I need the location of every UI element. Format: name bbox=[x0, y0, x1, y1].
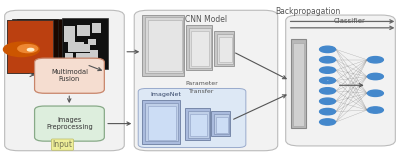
Circle shape bbox=[368, 90, 383, 96]
FancyBboxPatch shape bbox=[134, 10, 278, 151]
Circle shape bbox=[320, 108, 336, 115]
Bar bbox=[7, 20, 52, 72]
Text: Backpropagation: Backpropagation bbox=[275, 7, 340, 16]
Circle shape bbox=[320, 67, 336, 73]
Bar bbox=[190, 114, 207, 136]
FancyBboxPatch shape bbox=[138, 89, 246, 147]
Bar bbox=[80, 44, 90, 52]
Text: Parameter: Parameter bbox=[186, 81, 218, 86]
Bar bbox=[185, 108, 210, 140]
Circle shape bbox=[368, 107, 383, 113]
Bar bbox=[77, 25, 90, 36]
Circle shape bbox=[320, 88, 336, 94]
Bar bbox=[214, 31, 234, 66]
Bar bbox=[68, 42, 84, 52]
Text: Transfer: Transfer bbox=[189, 89, 215, 94]
Text: ImageNet: ImageNet bbox=[150, 92, 181, 97]
Bar bbox=[142, 100, 180, 144]
Bar bbox=[145, 103, 178, 142]
Bar bbox=[12, 19, 58, 72]
Bar bbox=[188, 111, 209, 138]
FancyBboxPatch shape bbox=[286, 15, 395, 146]
Bar bbox=[65, 53, 73, 61]
Bar bbox=[64, 26, 75, 42]
Bar bbox=[186, 25, 212, 70]
Bar bbox=[17, 19, 63, 71]
Bar bbox=[145, 17, 183, 73]
Circle shape bbox=[4, 42, 39, 57]
Bar bbox=[76, 53, 90, 65]
Circle shape bbox=[320, 57, 336, 63]
Text: ·
·
·: · · · bbox=[327, 73, 328, 88]
Text: Input: Input bbox=[52, 140, 72, 149]
Circle shape bbox=[320, 77, 336, 84]
Bar bbox=[88, 39, 96, 45]
Bar bbox=[219, 37, 232, 62]
FancyBboxPatch shape bbox=[5, 10, 124, 151]
Text: Multimodal
Fusion: Multimodal Fusion bbox=[51, 69, 88, 82]
Circle shape bbox=[320, 46, 336, 53]
Bar bbox=[148, 20, 182, 71]
Bar bbox=[211, 111, 230, 136]
Bar bbox=[148, 106, 176, 140]
Bar bbox=[90, 50, 98, 58]
Circle shape bbox=[18, 45, 38, 53]
Bar bbox=[216, 117, 228, 133]
Bar bbox=[214, 114, 229, 134]
Text: Classifier: Classifier bbox=[334, 18, 366, 24]
Circle shape bbox=[320, 98, 336, 104]
Bar bbox=[92, 23, 101, 33]
Bar bbox=[293, 43, 304, 126]
Circle shape bbox=[368, 57, 383, 63]
Text: Images
Preprocessing: Images Preprocessing bbox=[46, 117, 93, 130]
Bar bbox=[191, 31, 209, 66]
Bar bbox=[291, 39, 306, 128]
Bar bbox=[189, 28, 211, 68]
Bar bbox=[142, 15, 184, 76]
Bar bbox=[217, 34, 233, 64]
Circle shape bbox=[320, 119, 336, 125]
Circle shape bbox=[368, 73, 383, 80]
Circle shape bbox=[28, 48, 34, 51]
FancyBboxPatch shape bbox=[34, 58, 104, 93]
Text: CNN Model: CNN Model bbox=[185, 15, 227, 24]
FancyBboxPatch shape bbox=[34, 106, 104, 141]
Bar bbox=[7, 20, 52, 72]
Bar bbox=[62, 18, 108, 69]
